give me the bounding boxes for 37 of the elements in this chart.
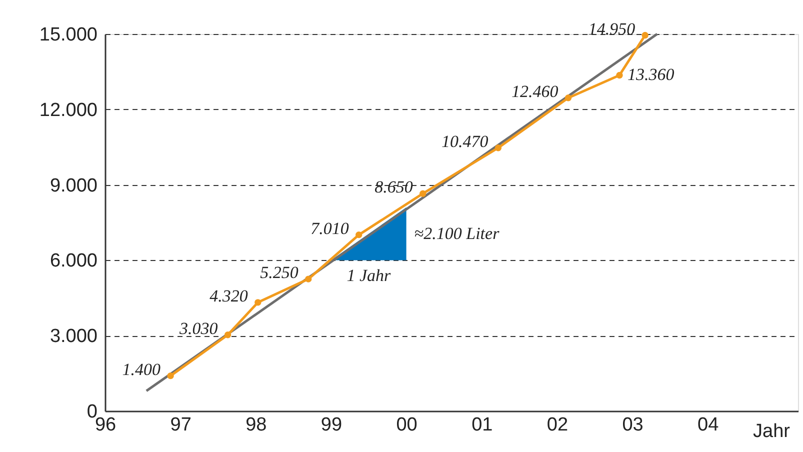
- x-tick-label: 00: [396, 414, 418, 436]
- y-tick-label: 15.000: [39, 24, 98, 46]
- data-label: 7.010: [310, 218, 350, 238]
- data-label: 10.470: [441, 132, 489, 151]
- data-label: 1.400: [122, 360, 162, 379]
- x-tick-label: 97: [170, 414, 192, 436]
- y-tick-label: 3.000: [50, 326, 98, 348]
- x-tick-label: 02: [546, 414, 568, 436]
- data-label: 3.030: [178, 318, 218, 338]
- x-tick-label: 03: [622, 414, 644, 436]
- data-label: 13.360: [627, 65, 675, 84]
- y-tick-label: 0: [86, 402, 98, 422]
- point: [564, 94, 572, 102]
- data-label: 5.250: [260, 263, 299, 282]
- point: [254, 299, 262, 306]
- point: [420, 190, 426, 197]
- y-tick-label: 9.000: [50, 175, 98, 196]
- x-tick-label: 01: [472, 414, 493, 436]
- data-label: 12.460: [512, 82, 559, 101]
- x-tick-label: 99: [320, 414, 342, 436]
- x-tick-label: 98: [246, 414, 267, 436]
- y-tick-label: 6.000: [50, 250, 98, 272]
- point: [494, 144, 502, 152]
- point: [642, 32, 648, 39]
- point: [167, 372, 174, 380]
- point: [616, 72, 623, 79]
- data-label: 8.650: [374, 178, 414, 197]
- annotation: 1 Jahr: [346, 266, 391, 286]
- x-tick-label: 04: [698, 414, 720, 436]
- point: [355, 231, 362, 238]
- data-label: 14.950: [588, 19, 636, 38]
- data-label: 4.320: [210, 286, 248, 306]
- point: [305, 276, 312, 282]
- annotation: ≈2.100 Liter: [414, 224, 500, 243]
- x-axis-title: Jahr: [753, 421, 791, 442]
- y-tick-label: 12.000: [39, 100, 98, 121]
- point: [224, 332, 232, 338]
